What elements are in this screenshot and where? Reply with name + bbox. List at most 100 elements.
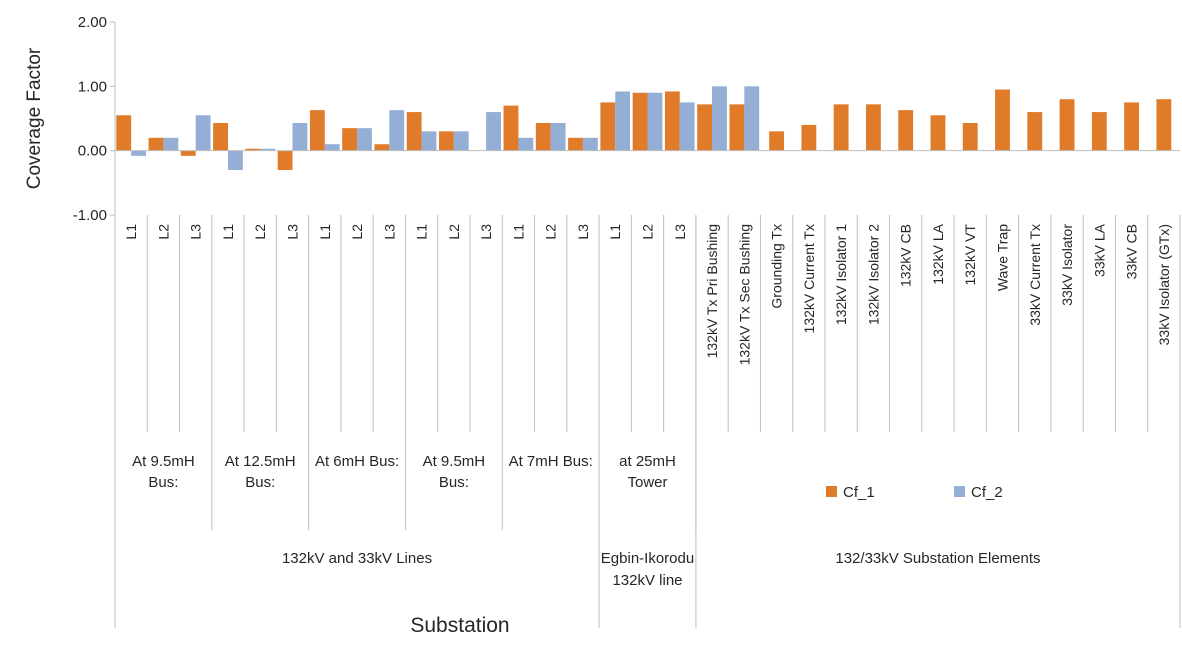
section-label: Egbin-Ikorodu 132kV line: [601, 550, 694, 589]
bar-cf2-4: [260, 148, 276, 151]
y-tick-label: 1.00: [78, 78, 107, 95]
category-label: Grounding Tx: [769, 224, 785, 309]
bar-cf1-25: [930, 115, 946, 151]
category-label: 132kV Current Tx: [801, 224, 817, 333]
bar-cf1-17: [664, 91, 680, 151]
category-label: L2: [640, 224, 656, 240]
bar-cf2-13: [550, 123, 566, 151]
category-label: L3: [575, 224, 591, 240]
bar-cf1-32: [1156, 99, 1172, 151]
group-label: At 7mH Bus:: [509, 453, 593, 470]
bar-cf1-3: [213, 123, 228, 151]
category-label: 33kV LA: [1091, 223, 1107, 277]
category-label: L3: [672, 224, 688, 240]
bar-cf1-18: [697, 104, 713, 151]
legend-label-cf1: Cf_1: [843, 484, 875, 501]
bar-cf1-15: [600, 102, 616, 151]
bar-cf1-20: [769, 131, 785, 151]
bar-cf1-24: [898, 110, 914, 151]
category-label: L3: [285, 224, 301, 240]
category-label: 33kV Current Tx: [1027, 224, 1043, 326]
category-label: 132kV Tx Sec Bushing: [736, 224, 752, 365]
legend: Cf_1 Cf_2: [826, 484, 1003, 501]
bar-cf1-31: [1124, 102, 1140, 151]
category-label: L2: [349, 224, 365, 240]
y-axis-title: Coverage Factor: [24, 47, 45, 189]
bar-cf1-2: [180, 150, 196, 156]
y-tick-label: -1.00: [73, 207, 107, 224]
bar-cf2-3: [227, 150, 243, 170]
category-label: 132kV Isolator 2: [865, 224, 881, 325]
bar-cf2-7: [357, 128, 372, 151]
bar-cf1-29: [1059, 99, 1075, 151]
bar-cf2-6: [324, 144, 340, 151]
bar-cf1-0: [116, 115, 132, 151]
category-label: Wave Trap: [995, 224, 1011, 291]
bar-cf1-14: [568, 137, 583, 151]
category-label: L3: [478, 224, 494, 240]
bar-cf1-23: [865, 104, 881, 151]
bar-cf2-19: [744, 86, 760, 151]
category-label: L3: [381, 224, 397, 240]
category-label: 132kV Isolator 1: [833, 224, 849, 325]
legend-swatch-cf2: [954, 486, 965, 497]
bar-cf1-4: [245, 148, 261, 151]
labels-layer: 2.00 1.00 0.00 -1.00 Coverage Factor L1 L2 L3 L1…: [24, 14, 1172, 637]
bar-cf1-8: [374, 144, 390, 151]
bar-cf1-28: [1027, 112, 1043, 151]
category-label: 132kV LA: [930, 223, 946, 284]
category-label: L1: [510, 224, 526, 240]
group-label: At 9.5mH Bus:: [132, 453, 195, 491]
bar-cf2-2: [195, 115, 211, 151]
category-label: L3: [188, 224, 204, 240]
category-label: 132kV VT: [962, 224, 978, 286]
bar-cf1-30: [1091, 112, 1107, 151]
section-label: 132kV and 33kV Lines: [282, 550, 432, 567]
category-label: 132kV Tx Pri Bushing: [704, 224, 720, 358]
bar-cf2-18: [712, 86, 727, 151]
bar-cf1-26: [962, 123, 978, 151]
bar-cf1-12: [503, 105, 519, 151]
bar-cf2-16: [647, 92, 663, 151]
group-label: at 25mH Tower: [619, 453, 676, 491]
bars-layer: [116, 86, 1172, 170]
bar-cf1-5: [277, 150, 293, 170]
legend-label-cf2: Cf_2: [971, 484, 1003, 501]
category-label: L1: [414, 224, 430, 240]
bar-cf2-5: [292, 123, 308, 151]
bar-cf2-9: [421, 131, 437, 151]
bar-cf1-9: [406, 112, 422, 151]
category-label: L2: [155, 224, 171, 240]
category-label: L1: [317, 224, 333, 240]
axes-layer: [110, 21, 1181, 628]
category-label: L2: [543, 224, 559, 240]
group-label: At 9.5mH Bus:: [423, 453, 486, 491]
y-tick-label: 2.00: [78, 14, 107, 31]
category-label: 132kV CB: [898, 224, 914, 287]
bar-cf2-0: [131, 150, 146, 156]
category-label: 33kV Isolator: [1059, 224, 1075, 306]
bar-cf2-12: [518, 137, 534, 151]
category-label: L2: [446, 224, 462, 240]
category-label: L1: [123, 224, 139, 240]
category-label: 33kV CB: [1124, 224, 1140, 279]
bar-cf1-21: [801, 124, 817, 151]
bar-cf2-11: [486, 112, 501, 151]
x-axis-title: Substation: [410, 614, 509, 637]
category-label: L2: [252, 224, 268, 240]
section-label: 132/33kV Substation Elements: [835, 550, 1040, 567]
y-tick-label: 0.00: [78, 143, 107, 160]
bar-cf1-1: [148, 137, 164, 151]
bar-cf2-1: [163, 137, 179, 151]
bar-cf2-10: [453, 131, 469, 151]
bar-cf1-16: [632, 92, 648, 151]
bar-cf2-14: [582, 137, 598, 151]
bar-cf1-6: [309, 110, 325, 151]
bar-cf1-22: [833, 104, 849, 151]
group-label: At 12.5mH Bus:: [225, 453, 296, 491]
category-label: L1: [607, 224, 623, 240]
bar-cf1-27: [995, 89, 1010, 151]
bar-cf2-8: [389, 110, 405, 151]
legend-swatch-cf1: [826, 486, 837, 497]
